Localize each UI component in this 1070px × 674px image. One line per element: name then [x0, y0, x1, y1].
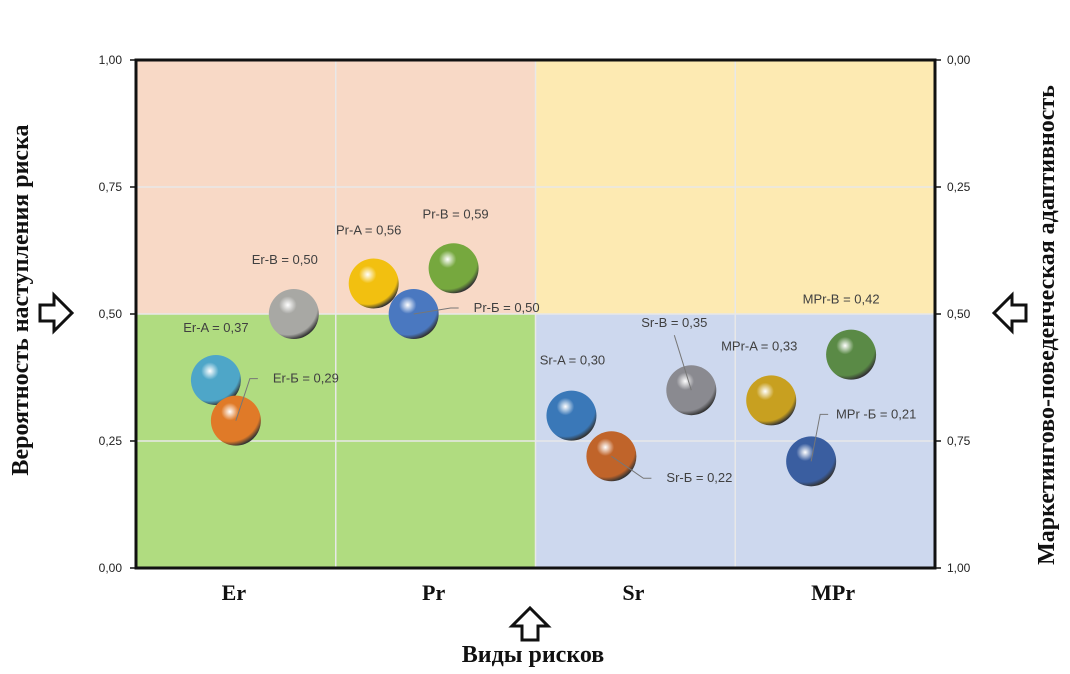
bubble-point: MPr-A = 0,33	[721, 338, 797, 426]
bubble-point: MPr -Б = 0,21	[786, 406, 916, 487]
y-axis-title: Вероятность наступления риска	[8, 124, 34, 475]
bubble	[268, 289, 319, 339]
y-tick-label: 0,50	[99, 307, 123, 321]
y2-tick-label: 0,25	[947, 180, 971, 194]
data-label: Sr-A = 0,30	[540, 353, 605, 368]
hollow-arrow-left-icon	[991, 291, 1028, 335]
bubble-point: Er-A = 0,37	[183, 320, 249, 406]
y2-tick-label: 0,00	[947, 53, 971, 67]
y2-axis-title: Маркетингово-поведенческая адаптивность	[1034, 85, 1060, 565]
bubble-point: MPr-В = 0,42	[803, 292, 880, 380]
x-category-label: Pr	[422, 580, 445, 605]
leader-line	[673, 335, 692, 391]
bubble-point: Pr-В = 0,59	[423, 206, 489, 294]
leader-line	[413, 307, 459, 315]
y-tick-label: 0,00	[99, 561, 123, 575]
x-category-label: Er	[222, 580, 247, 605]
data-label: Sr-Б = 0,22	[666, 470, 732, 485]
leader-line	[810, 413, 829, 462]
hollow-arrow-up-icon	[508, 605, 552, 642]
x-axis-title: Виды рисков	[462, 642, 604, 668]
data-label: Er-A = 0,37	[183, 320, 248, 335]
bubble	[826, 329, 877, 380]
data-label: Er-Б = 0,29	[273, 371, 339, 386]
data-label: MPr-В = 0,42	[803, 292, 880, 307]
leader-line	[611, 455, 652, 479]
data-label: Sr-В = 0,35	[641, 315, 707, 330]
y2-tick-label: 0,50	[947, 307, 971, 321]
y2-tick-label: 1,00	[947, 561, 971, 575]
bubble	[348, 258, 399, 309]
bubble	[546, 390, 597, 441]
data-label: Pr-Б = 0,50	[474, 300, 540, 315]
bubble-point: Er-Б = 0,29	[210, 371, 339, 446]
data-label: Er-В = 0,50	[252, 252, 318, 267]
y-tick-label: 0,75	[99, 180, 123, 194]
data-label: Pr-A = 0,56	[336, 223, 401, 238]
y-tick-label: 0,25	[99, 434, 123, 448]
bubble-point: Pr-Б = 0,50	[388, 289, 540, 339]
x-category-label: Sr	[622, 580, 644, 605]
bubble	[190, 355, 241, 406]
bubble-point: Sr-В = 0,35	[641, 315, 717, 416]
leader-line	[235, 378, 258, 421]
bubble-point: Sr-A = 0,30	[540, 353, 605, 441]
bubble-point: Er-В = 0,50	[252, 252, 319, 339]
bubble-point: Pr-A = 0,56	[336, 223, 401, 309]
bubble	[428, 243, 479, 294]
y-tick-label: 1,00	[99, 53, 123, 67]
bubble	[746, 375, 797, 426]
data-label: MPr-A = 0,33	[721, 338, 797, 353]
data-label: Pr-В = 0,59	[423, 206, 489, 221]
hollow-arrow-right-icon	[38, 291, 75, 335]
y2-tick-label: 0,75	[947, 434, 971, 448]
bubble-point: Sr-Б = 0,22	[586, 431, 732, 485]
data-label: MPr -Б = 0,21	[836, 406, 916, 421]
x-category-label: MPr	[811, 580, 855, 605]
